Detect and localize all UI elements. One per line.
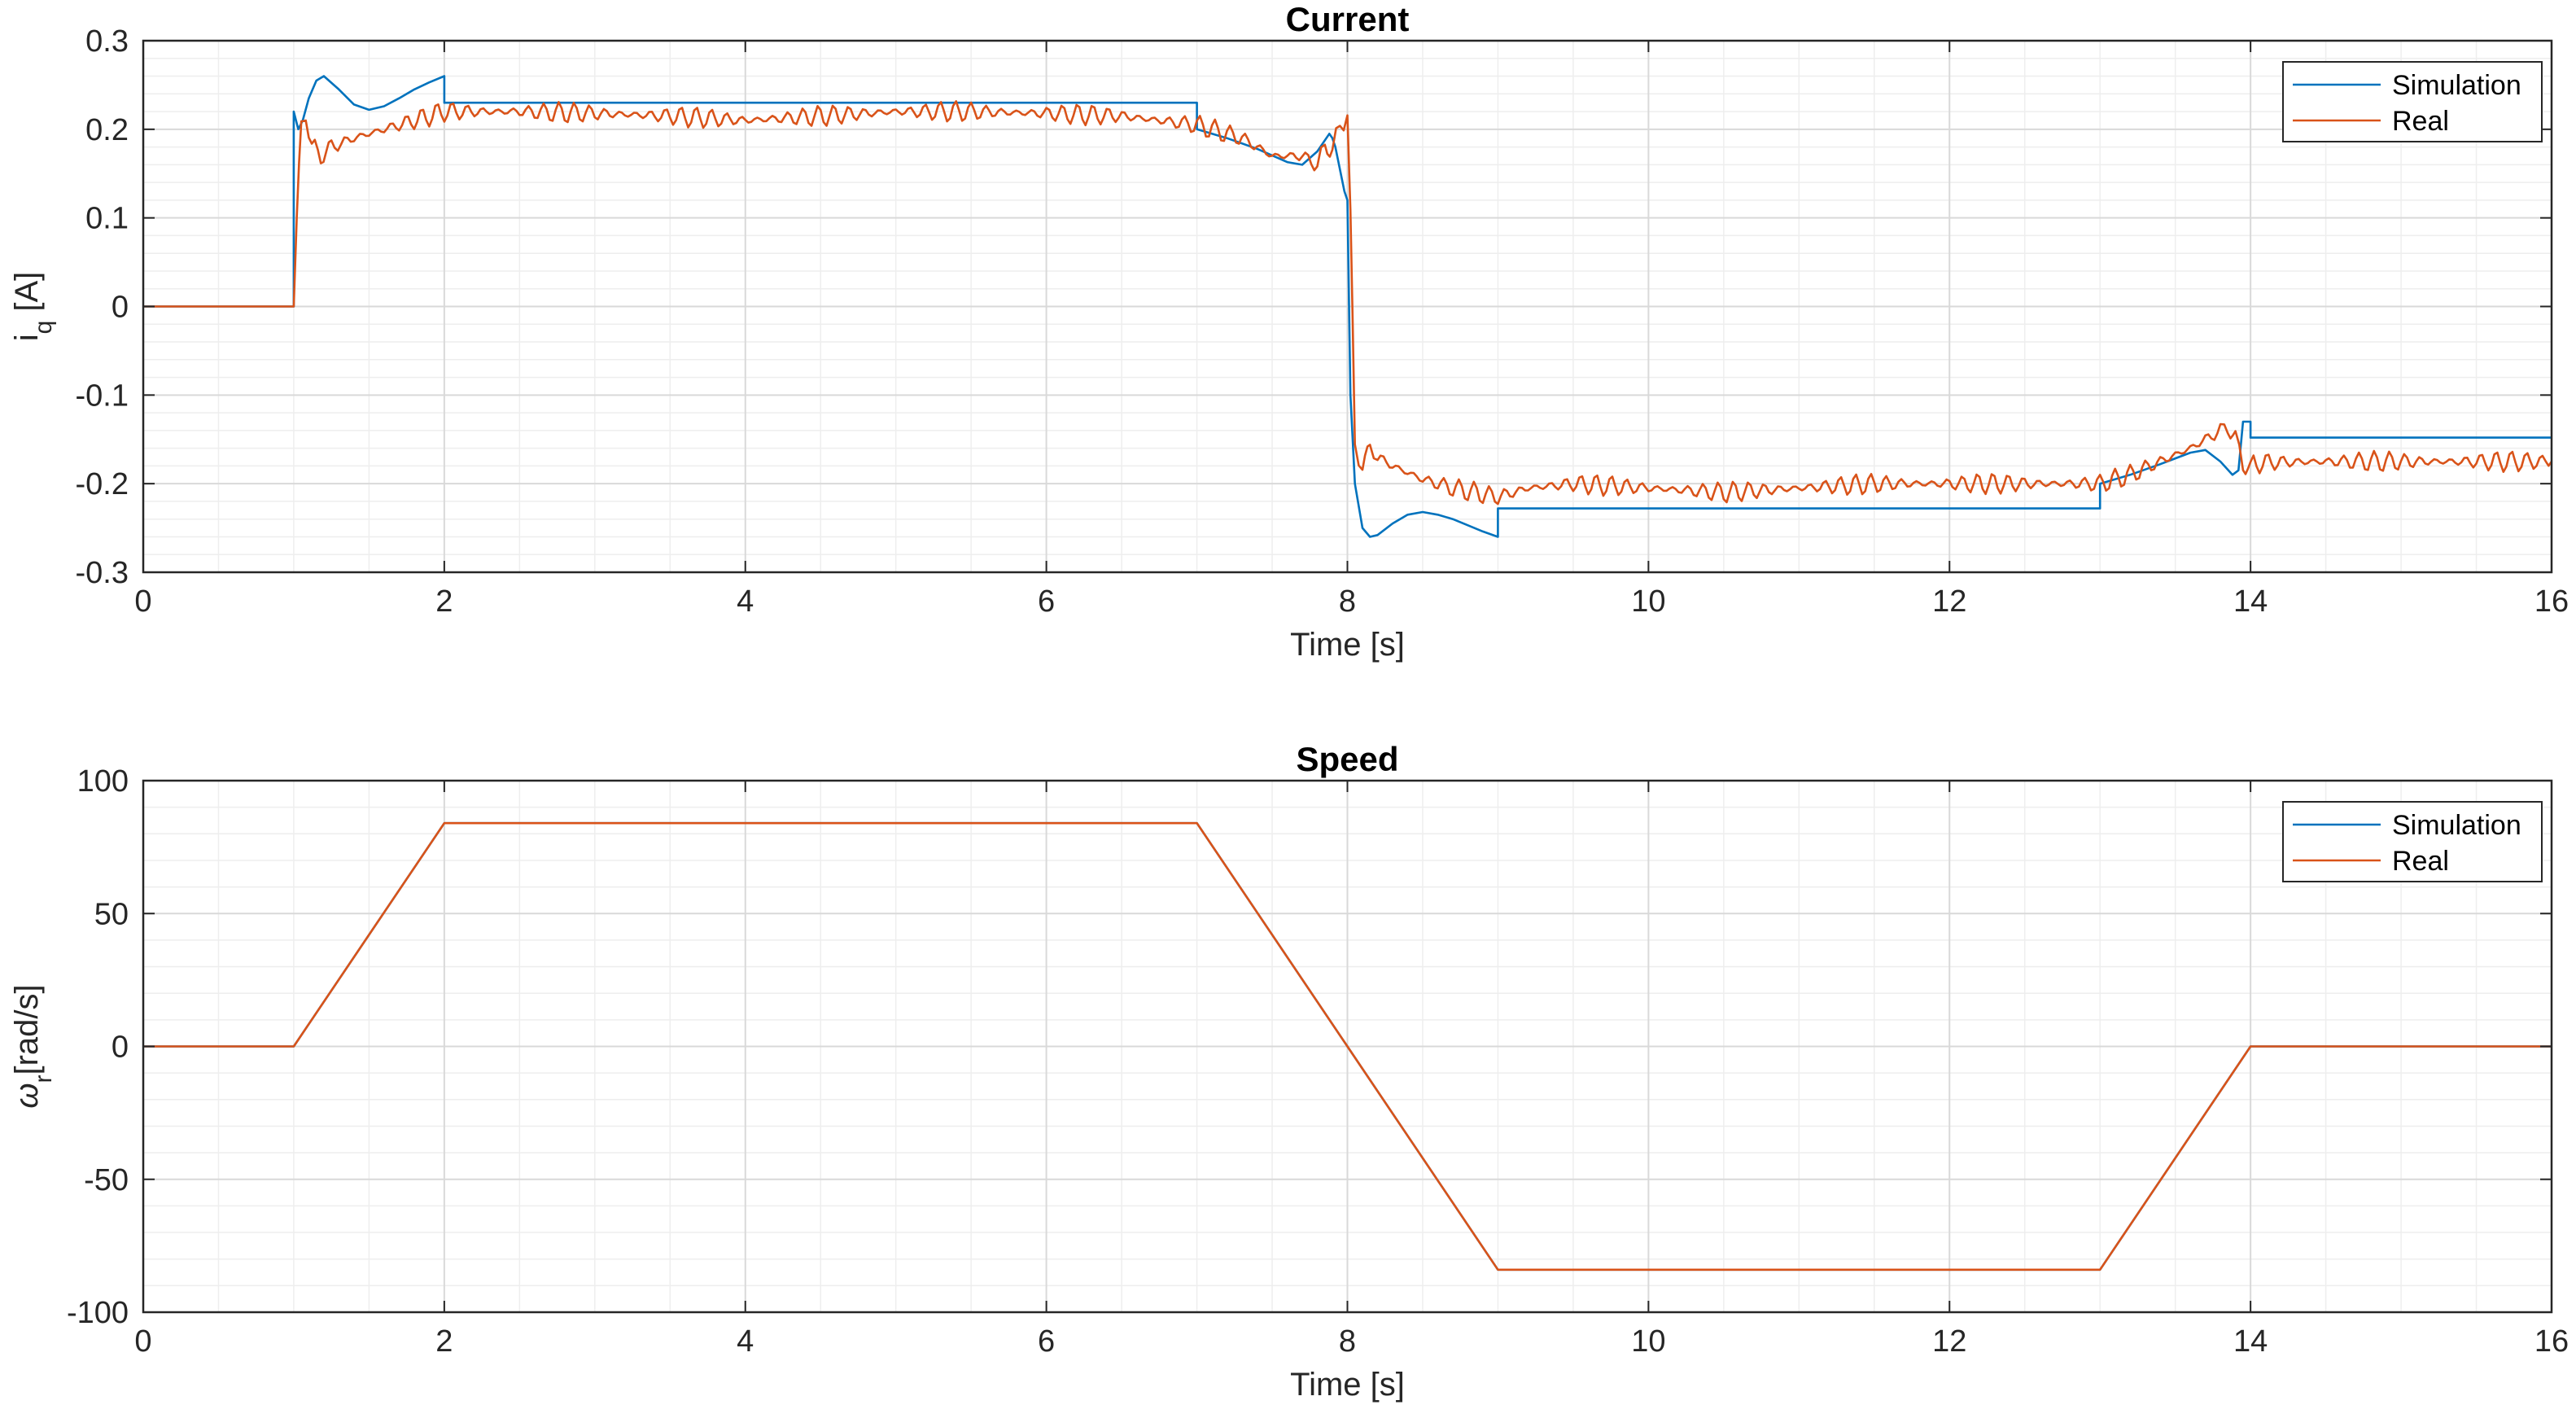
x-tick-label: 6 [1038, 1324, 1055, 1359]
chart-title: Speed [1296, 740, 1398, 778]
y-tick-label: -50 [84, 1163, 129, 1197]
speed-chart: 0 2 4 6 8 10 12 14 16 -100 -50 0 50 100 Speed Time [s] ω… [9, 740, 2569, 1403]
x-tick-label: 2 [435, 1324, 453, 1359]
series-line-real [143, 821, 2552, 1272]
x-tick-label: 0 [134, 584, 151, 619]
y-axis-label-main: ω [9, 1083, 45, 1109]
x-tick-label: 10 [1631, 1324, 1665, 1359]
x-tick-label: 2 [435, 584, 453, 619]
y-tick-label: 100 [77, 764, 129, 799]
y-axis-label: iq [A] [9, 272, 57, 342]
legend-label-simulation: Simulation [2392, 810, 2521, 841]
legend: Simulation Real [2282, 801, 2543, 882]
current-chart: 0 2 4 6 8 10 12 14 16 -0.3 -0.2 -0.1 0 0.1 0.2 0.3 Curre… [9, 0, 2569, 663]
x-tick-label: 10 [1631, 584, 1665, 619]
x-tick-label: 4 [737, 1324, 754, 1359]
x-tick-label: 16 [2534, 1324, 2569, 1359]
y-tick-label: 0 [112, 291, 129, 325]
y-axis-label-main: i [9, 334, 45, 341]
legend-label-real: Real [2392, 106, 2449, 137]
legend-box [2282, 61, 2543, 142]
x-tick-label: 12 [1932, 584, 1966, 619]
x-tick-label: 8 [1339, 1324, 1356, 1359]
x-tick-label: 8 [1339, 584, 1356, 619]
x-axis-label: Time [s] [1290, 627, 1405, 663]
y-tick-label: 0.3 [85, 24, 129, 59]
y-axis-label: ωr[rad/s] [9, 984, 57, 1108]
x-tick-label: 14 [2233, 1324, 2268, 1359]
y-tick-label: 0.1 [85, 202, 129, 236]
x-tick-label: 14 [2233, 584, 2268, 619]
legend: Simulation Real [2282, 61, 2543, 142]
series-group [143, 821, 2552, 1272]
chart-title: Current [1286, 0, 1410, 38]
series-group [143, 75, 2552, 538]
x-tick-label: 0 [134, 1324, 151, 1359]
y-axis-label-sub: r [30, 1075, 57, 1083]
y-axis-label-unit: [rad/s] [9, 984, 45, 1075]
legend-label-simulation: Simulation [2392, 70, 2521, 101]
x-tick-label: 12 [1932, 1324, 1966, 1359]
legend-box [2282, 801, 2543, 882]
tick-labels: 0 2 4 6 8 10 12 14 16 -100 -50 0 50 100 [67, 764, 2569, 1359]
y-tick-label: 0 [112, 1031, 129, 1065]
y-tick-label: 50 [94, 897, 129, 931]
x-tick-label: 16 [2534, 584, 2569, 619]
y-tick-label: -100 [67, 1296, 129, 1330]
y-axis-label-unit: [A] [9, 272, 45, 321]
tick-labels: 0 2 4 6 8 10 12 14 16 -0.3 -0.2 -0.1 0 0.1 0.2 0.3 [76, 24, 2569, 619]
y-axis-label-sub: q [30, 321, 57, 335]
y-tick-label: -0.3 [76, 556, 129, 590]
legend-label-real: Real [2392, 846, 2449, 877]
series-line-real [143, 100, 2552, 506]
x-tick-label: 6 [1038, 584, 1055, 619]
x-axis-label: Time [s] [1290, 1367, 1405, 1403]
y-tick-label: 0.2 [85, 113, 129, 147]
y-tick-label: -0.2 [76, 467, 129, 501]
x-tick-label: 4 [737, 584, 754, 619]
y-tick-label: -0.1 [76, 379, 129, 413]
